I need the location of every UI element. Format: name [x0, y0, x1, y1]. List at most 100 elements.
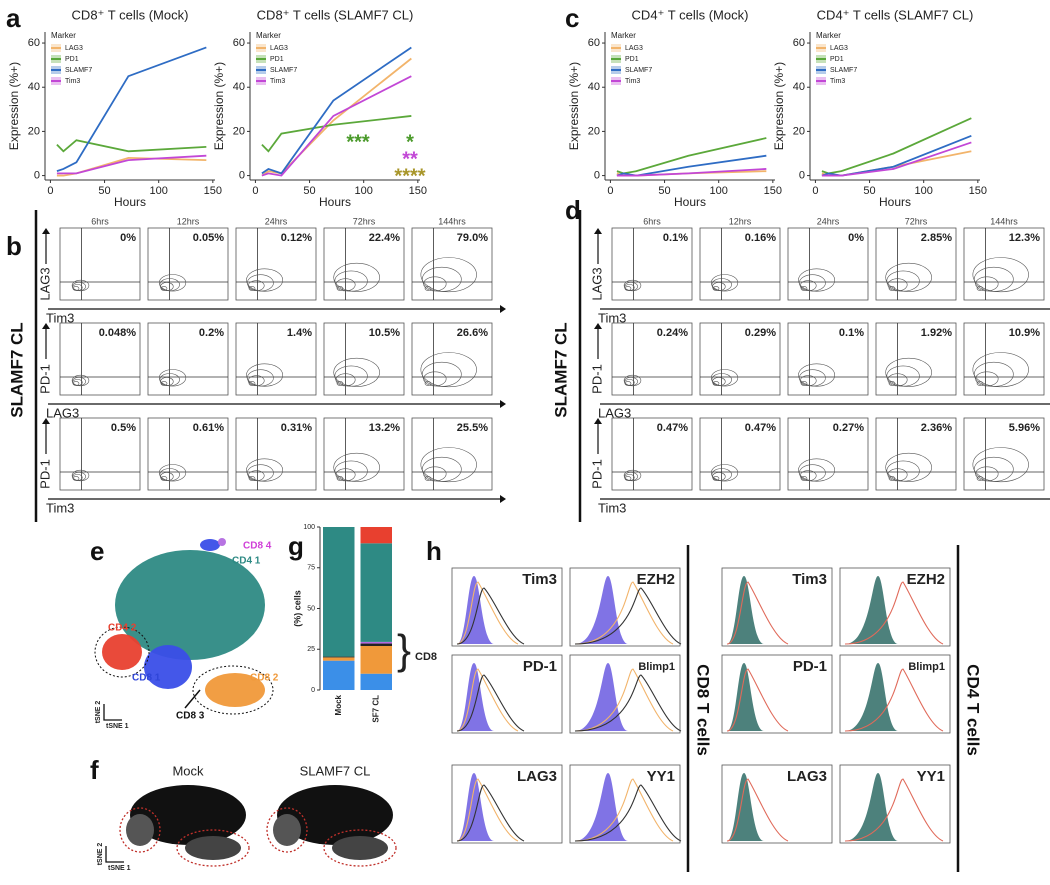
x-tick-label: 0 [47, 185, 53, 197]
bar-segment [360, 673, 392, 690]
legend-label: Tim3 [830, 78, 845, 85]
arrow-head [594, 228, 602, 234]
y-tick-label: 75 [307, 565, 315, 572]
marker-label: EZH2 [907, 571, 945, 588]
histogram-line [726, 581, 789, 645]
y-tick-label: 100 [303, 524, 315, 531]
significance: ** [402, 148, 418, 170]
contour [71, 279, 90, 292]
percent: 0.048% [99, 327, 137, 339]
bar-segment [360, 527, 392, 544]
percent: 10.5% [369, 327, 400, 339]
legend-label: Tim3 [625, 78, 640, 85]
tsne-axes [103, 704, 122, 721]
percent: 13.2% [369, 422, 400, 434]
tsne-title: Mock [172, 763, 204, 778]
column-header: 6hrs [91, 216, 109, 226]
panel-letter: e [90, 536, 104, 566]
side-label: SLAMF7 CL [7, 322, 26, 417]
chart-title: CD8⁺ T cells (SLAMF7 CL) [257, 7, 414, 22]
contour [885, 452, 932, 482]
percent: 0.24% [657, 327, 688, 339]
y-tick-label: 0 [34, 169, 40, 181]
marker-label: Blimp1 [908, 661, 945, 673]
significance: * [406, 131, 414, 153]
y-marker-label: LAG3 [37, 267, 52, 300]
marker-label: LAG3 [787, 768, 827, 785]
arrow-head [42, 418, 50, 424]
tsne-x-label: tSNE 1 [106, 723, 129, 730]
significance: **** [394, 165, 425, 187]
x-tick-label: 0 [812, 185, 818, 197]
y-tick-label: 50 [307, 605, 315, 612]
column-header: 24hrs [817, 216, 840, 226]
contour [420, 257, 477, 293]
histogram-line [574, 668, 674, 732]
percent: 12.3% [1009, 232, 1040, 244]
x-tick-label: 150 [969, 185, 987, 197]
contour [800, 381, 808, 386]
y-tick-label: 60 [233, 37, 245, 49]
panel-letter: h [426, 536, 442, 566]
contour [888, 286, 896, 291]
legend-label: LAG3 [65, 45, 83, 52]
y-marker-label: LAG3 [589, 267, 604, 300]
histogram-fill [457, 663, 494, 731]
series-line [616, 168, 767, 177]
contour [623, 374, 642, 387]
percent: 0.1% [839, 327, 864, 339]
percent: 0.12% [281, 232, 312, 244]
x-marker-label: Tim3 [46, 310, 74, 325]
contour [420, 447, 477, 483]
y-tick-label: 60 [588, 37, 600, 49]
series-line [821, 141, 972, 177]
percent: 0.5% [111, 422, 136, 434]
legend-label: PD1 [270, 56, 284, 63]
x-tick-label: 50 [303, 185, 315, 197]
histogram-line [574, 674, 682, 732]
contour [158, 369, 187, 387]
y-tick-label: 60 [28, 37, 40, 49]
y-tick-label: 0 [239, 169, 245, 181]
legend-label: SLAMF7 [270, 67, 297, 74]
series-line [261, 75, 412, 177]
y-tick-label: 60 [793, 37, 805, 49]
panel-letter: c [565, 3, 579, 33]
arrow-head [500, 400, 506, 408]
outline [119, 807, 161, 853]
bracket: } [397, 626, 411, 673]
bar-segment [360, 645, 392, 674]
x-tick-label: 150 [204, 185, 222, 197]
histogram-line [574, 587, 682, 645]
x-tick-label: 150 [409, 185, 427, 197]
contour [71, 469, 90, 482]
x-tick-label: 0 [252, 185, 258, 197]
x-tick-label: 100 [915, 185, 933, 197]
histogram-line [456, 784, 525, 842]
histogram-line [456, 581, 519, 645]
x-tick-label: 100 [355, 185, 373, 197]
panel-letter: a [6, 3, 21, 33]
y-marker-label: PD-1 [589, 459, 604, 489]
histogram-fill [845, 773, 898, 841]
x-tick-label: Mock [334, 694, 343, 715]
tsne-y-label: tSNE 2 [95, 701, 102, 724]
percent: 22.4% [369, 232, 400, 244]
legend-title: Marker [611, 31, 636, 40]
x-axis-label: Hours [114, 195, 146, 209]
histogram-line [574, 784, 682, 842]
bar-segment [360, 543, 392, 642]
contour [888, 476, 896, 481]
x-marker-label: Tim3 [598, 500, 626, 515]
y-tick-label: 40 [588, 81, 600, 93]
y-marker-label: PD-1 [589, 364, 604, 394]
contour [333, 452, 380, 482]
bar-segment [323, 660, 355, 690]
series-line [616, 137, 767, 175]
contour [710, 369, 739, 387]
percent: 0.2% [199, 327, 224, 339]
contour [248, 476, 256, 481]
contour [885, 357, 932, 387]
percent: 25.5% [457, 422, 488, 434]
x-marker-label: LAG3 [598, 405, 631, 420]
